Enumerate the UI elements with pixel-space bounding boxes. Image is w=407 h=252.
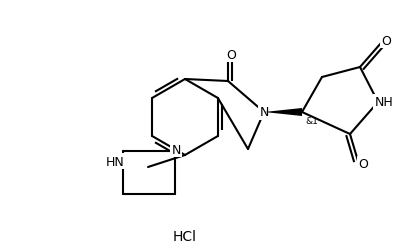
Text: O: O	[226, 48, 236, 61]
Polygon shape	[264, 109, 302, 116]
Text: O: O	[381, 34, 391, 47]
Text: N: N	[259, 106, 269, 119]
Text: HCl: HCl	[173, 229, 197, 243]
Text: O: O	[358, 158, 368, 171]
Text: HN: HN	[106, 155, 125, 168]
Text: NH: NH	[374, 96, 394, 109]
Text: N: N	[171, 143, 181, 156]
Text: &1: &1	[305, 116, 318, 125]
